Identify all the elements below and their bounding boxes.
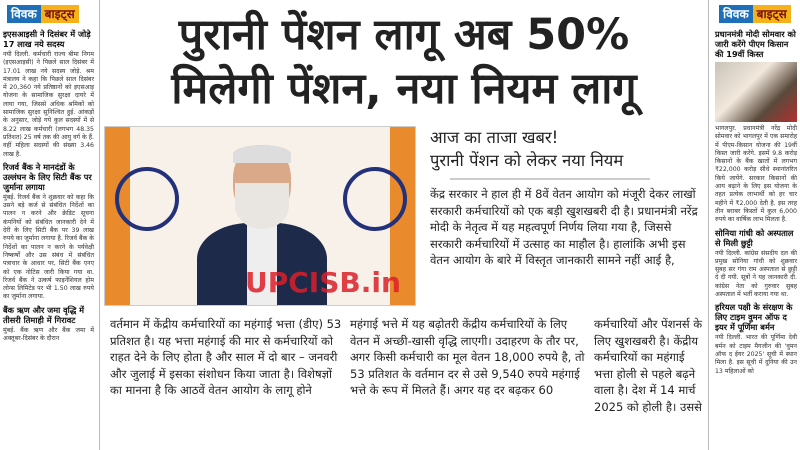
divider — [450, 178, 650, 180]
news-title: बैंक ऋण और जमा वृद्धि में तीसरी तिमाही म… — [3, 304, 85, 325]
brand-logo: विवक बाइट्स — [7, 5, 90, 23]
news-title: रिजर्व बैंक ने मानदंडों के उल्लंघन के लि… — [3, 161, 92, 192]
news-title: हरियल पक्षी के संरक्षण के लिए टाइम वुमन … — [715, 302, 793, 333]
column-divider — [99, 0, 100, 450]
news-title: इएसआइसी ने दिसंबर में जोड़े 17 लाख नये स… — [3, 29, 91, 49]
news-photo: UPCISB.in — [104, 126, 416, 306]
watermark: UPCISB.in — [245, 266, 401, 299]
article-column-1: वर्तमान में केंद्रीय कर्मचारियों का महंग… — [110, 317, 342, 397]
brand-logo: विवक बाइट्स — [719, 5, 793, 23]
news-title: प्रधानमंत्री मोदी सोमवार को जारी करेंगे … — [715, 29, 796, 59]
headline-line1: पुरानी पेंशन लागू अब 50% — [178, 10, 630, 60]
news-thumbnail — [715, 62, 797, 122]
brand-part2: बाइट्स — [752, 5, 791, 23]
news-text: मुंबई. रिजर्व बैंक ने शुक्रवार को कहा कि… — [3, 193, 94, 301]
right-news-column: विवक बाइट्स प्रधानमंत्री मोदी सोमवार को ज… — [712, 0, 800, 450]
headline: पुरानी पेंशन लागू अब 50% मिलेगी पेंशन, न… — [104, 0, 704, 116]
news-text: मुंबई. बैंक ऋण और बैंक जमा में अक्तूबर-द… — [3, 326, 94, 343]
subheading-line1: आज का ताजा खबर! — [430, 128, 559, 147]
news-text: नयी दिल्ली. कर्मचारी राज्य बीमा निगम (इए… — [3, 51, 94, 158]
article-columns: वर्तमान में केंद्रीय कर्मचारियों का महंग… — [104, 316, 704, 415]
speaker-figure — [197, 145, 327, 305]
article-column-3: कर्मचारियों और पेंशनर्स के लिए खुशखबरी ह… — [594, 317, 703, 414]
news-text: भागलपुर. प्रधानमंत्री नरेंद्र मोदी सोमवा… — [715, 125, 797, 224]
ashoka-chakra-icon — [115, 167, 179, 231]
news-text: नयी दिल्ली. भारत की पूर्णिमा देवी बर्मन … — [715, 334, 797, 375]
main-article: पुरानी पेंशन लागू अब 50% मिलेगी पेंशन, न… — [104, 0, 704, 415]
article-top: UPCISB.in आज का ताजा खबर! पुरानी पेंशन क… — [104, 126, 704, 306]
headline-line2: मिलेगी पेंशन, नया नियम लागू — [171, 64, 637, 114]
article-intro-block: आज का ताजा खबर! पुरानी पेंशन को लेकर नया… — [430, 126, 704, 269]
ashoka-chakra-icon — [343, 167, 407, 231]
brand-part1: विवक — [719, 5, 753, 23]
article-column-2: महंगाई भत्ते में यह बढ़ोतरी केंद्रीय कर्… — [350, 317, 585, 397]
left-news-column: विवक बाइट्स इएसआइसी ने दिसंबर में जोड़े 1… — [0, 0, 97, 450]
brand-part1: विवक — [7, 5, 41, 23]
brand-part2: बाइट्स — [40, 5, 79, 23]
subheading-line2: पुरानी पेंशन को लेकर नया नियम — [430, 151, 624, 170]
news-title: सोनिया गांधी को अस्पताल से मिली छुट्टी — [715, 227, 794, 248]
subheading: आज का ताजा खबर! पुरानी पेंशन को लेकर नया… — [430, 126, 704, 172]
intro-paragraph: केंद्र सरकार ने हाल ही में 8वें वेतन आयो… — [430, 187, 698, 267]
column-divider — [708, 0, 709, 450]
news-text: नयी दिल्ली. कांग्रेस संसदीय दल की प्रमुख… — [715, 249, 797, 299]
